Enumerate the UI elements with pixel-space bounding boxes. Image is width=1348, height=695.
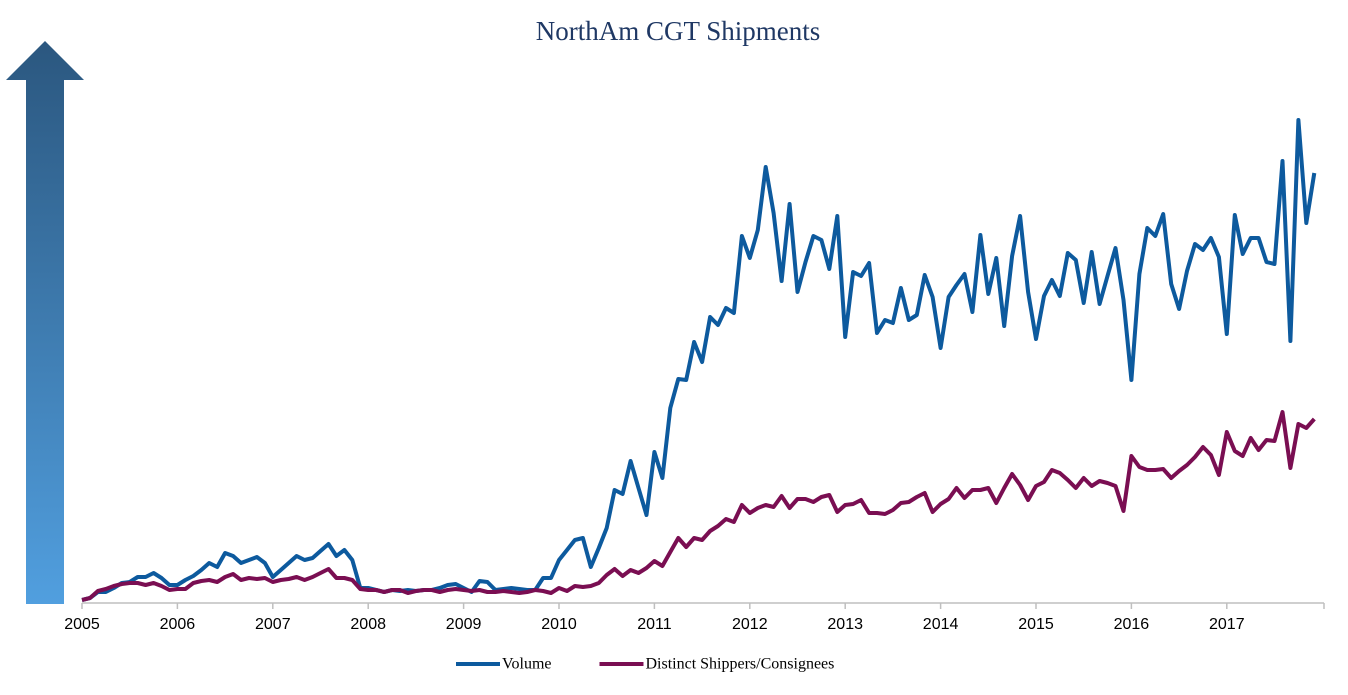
- x-tick-label: 2012: [732, 616, 768, 633]
- series-line: [81, 410, 1316, 602]
- axis-arrow: [6, 41, 84, 604]
- x-tick-label: 2016: [1114, 616, 1150, 633]
- x-tick-label: 2008: [350, 616, 386, 633]
- x-tick-label: 2005: [64, 616, 100, 633]
- x-tick-label: 2013: [827, 616, 863, 633]
- legend-label: Distinct Shippers/Consignees: [645, 656, 834, 673]
- x-tick-label: 2017: [1209, 616, 1245, 633]
- x-tick-label: 2011: [637, 616, 672, 633]
- x-tick-label: 2007: [255, 616, 291, 633]
- x-tick-label: 2010: [541, 616, 577, 633]
- x-tick-label: 2015: [1018, 616, 1054, 633]
- x-tick-label: 2006: [160, 616, 196, 633]
- x-tick-label: 2014: [923, 616, 959, 633]
- x-tick-label: 2009: [446, 616, 482, 633]
- chart-title: NorthAm CGT Shipments: [536, 16, 821, 46]
- legend-label: Volume: [502, 656, 551, 673]
- legend: Volume Distinct Shippers/Consignees: [456, 656, 834, 673]
- series-line: [81, 118, 1317, 602]
